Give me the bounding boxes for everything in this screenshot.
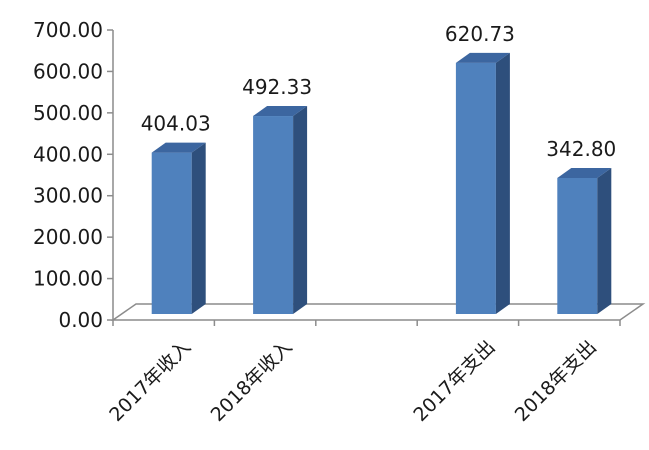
x-category-label: 2018年支出 bbox=[511, 336, 601, 426]
data-label: 620.73 bbox=[445, 22, 515, 46]
x-category-label: 2018年收入 bbox=[207, 336, 297, 426]
bar-front bbox=[455, 62, 496, 315]
x-category-label: 2017年支出 bbox=[409, 336, 499, 426]
bar-side bbox=[293, 106, 308, 314]
data-label: 342.80 bbox=[546, 137, 616, 161]
y-tick-label: 300.00 bbox=[33, 184, 103, 208]
x-category-label: 2017年收入 bbox=[105, 336, 195, 426]
bar-side bbox=[191, 142, 206, 314]
data-label: 404.03 bbox=[141, 112, 211, 136]
bar-front bbox=[253, 116, 294, 314]
y-tick-label: 500.00 bbox=[33, 101, 103, 125]
bar-front bbox=[557, 177, 598, 314]
bars bbox=[151, 52, 612, 315]
y-tick-label: 600.00 bbox=[33, 59, 103, 83]
bar-front bbox=[151, 152, 192, 314]
y-tick-label: 400.00 bbox=[33, 142, 103, 166]
y-tick-label: 200.00 bbox=[33, 225, 103, 249]
y-tick-label: 100.00 bbox=[33, 267, 103, 291]
y-tick-label: 700.00 bbox=[33, 18, 103, 42]
bar-side bbox=[495, 52, 510, 315]
data-labels: 404.03 492.33 620.73 342.80 bbox=[141, 22, 617, 161]
floor-plane bbox=[110, 303, 646, 321]
y-axis: 0.00 100.00 200.00 300.00 400.00 500.00 600.00… bbox=[33, 18, 114, 332]
bar-top bbox=[253, 106, 308, 117]
y-tick-label: 0.00 bbox=[58, 308, 103, 332]
bar-top bbox=[557, 167, 612, 178]
data-label: 492.33 bbox=[242, 75, 312, 99]
x-axis: 2017年收入 2018年收入 2017年支出 2018年支出 bbox=[105, 320, 621, 426]
bar-top bbox=[151, 142, 206, 153]
bar-side bbox=[597, 167, 612, 314]
chart-floor bbox=[110, 303, 646, 321]
bar-top bbox=[455, 52, 510, 63]
